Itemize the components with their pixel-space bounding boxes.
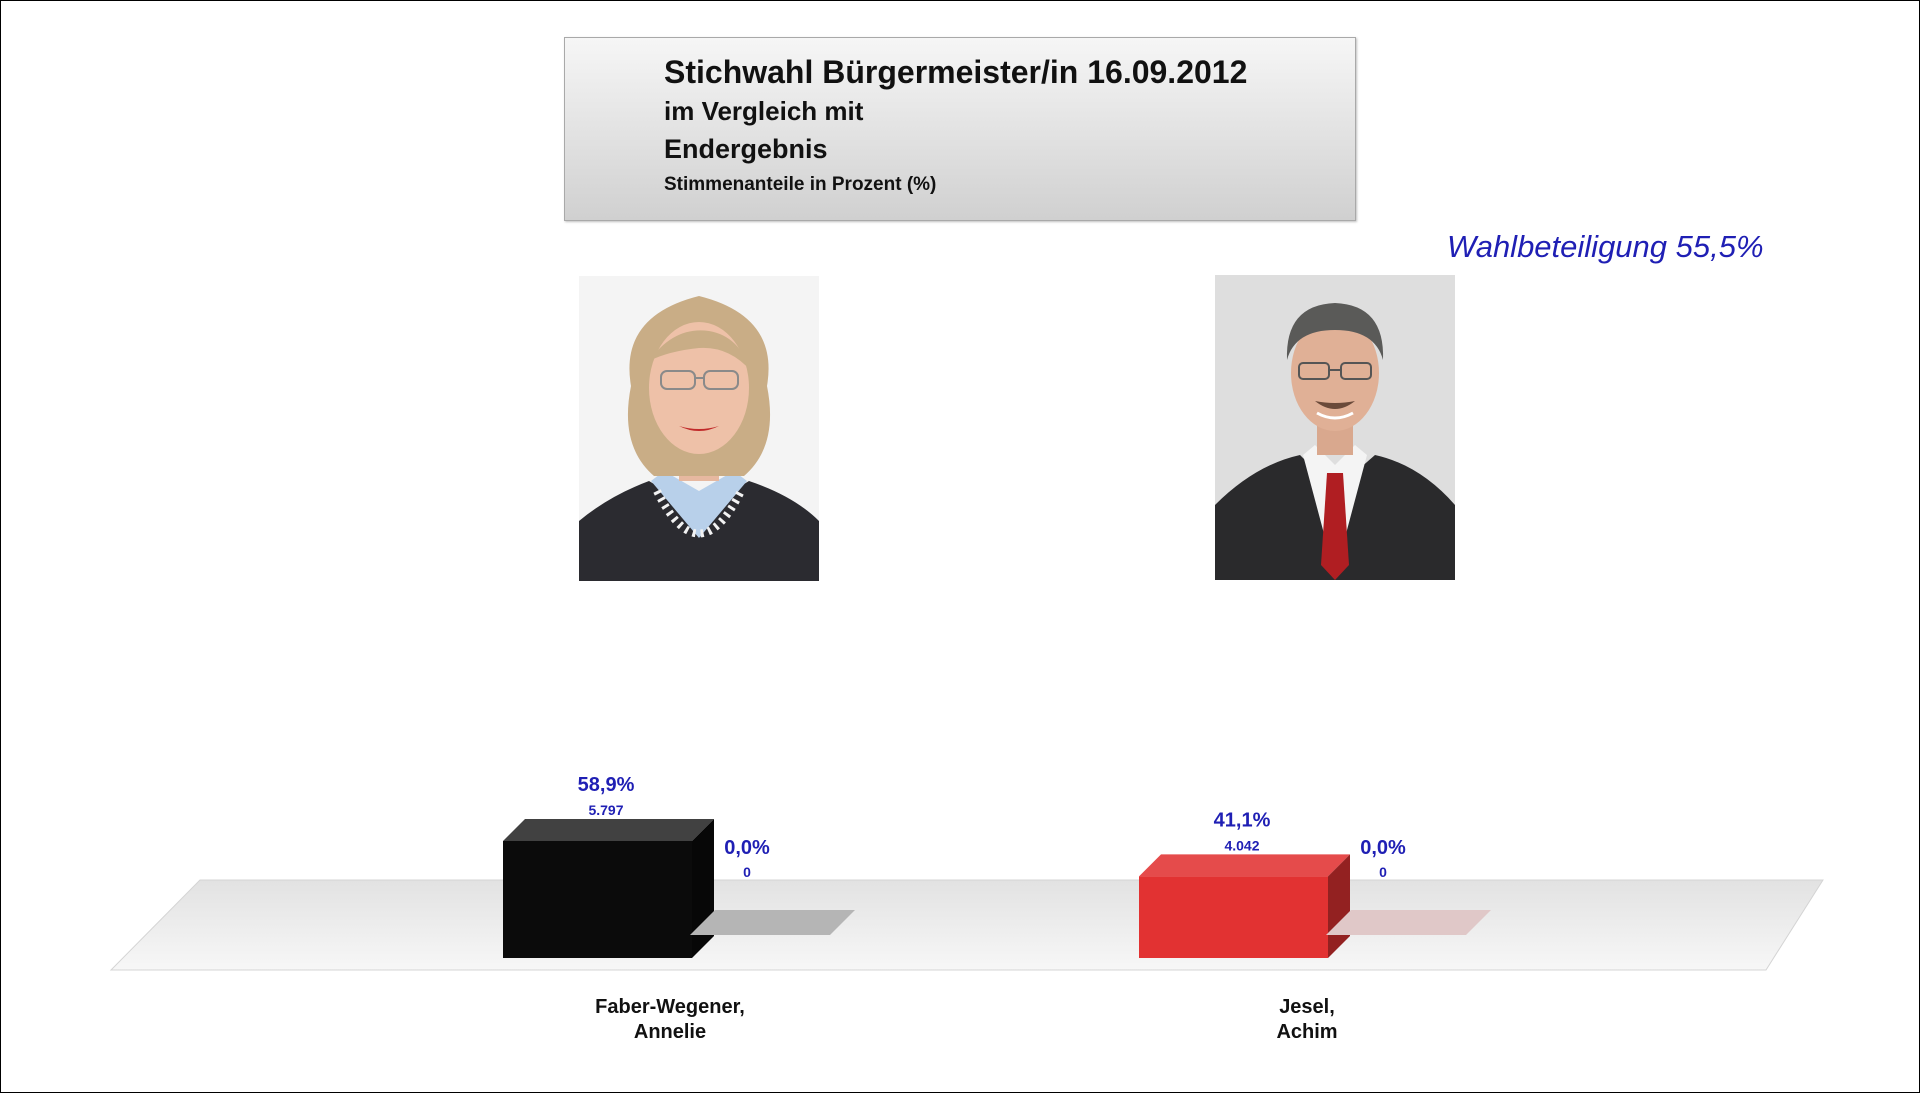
- candidate-name-line1: Jesel,: [1279, 996, 1335, 1018]
- candidate-name-line2: Achim: [1276, 1021, 1338, 1043]
- bar-jesel: [1139, 876, 1328, 958]
- comparison-count-label-jesel: 0: [1379, 864, 1387, 880]
- comparison-bar-jesel: [1326, 910, 1491, 935]
- candidate-photo-faber-wegener: [579, 276, 819, 581]
- candidate-name-jesel: Jesel, Achim: [1177, 995, 1437, 1045]
- chart-title: Stichwahl Bürgermeister/in 16.09.2012: [664, 54, 1248, 90]
- bar-faber-wegener: [503, 841, 692, 958]
- title-box: Stichwahl Bürgermeister/in 16.09.2012 im…: [564, 37, 1356, 221]
- bar-top-faber-wegener: [503, 819, 714, 841]
- chart-floor: [109, 879, 1824, 971]
- comparison-value-label-jesel: 0,0%: [1360, 837, 1406, 859]
- candidate-name-line2: Annelie: [633, 1021, 707, 1043]
- candidate-name-faber-wegener: Faber-Wegener, Annelie: [540, 995, 800, 1045]
- bar-top-jesel: [1139, 854, 1350, 877]
- count-label-faber-wegener: 5.797: [588, 802, 623, 818]
- turnout-label: Wahlbeteiligung 55,5%: [1447, 229, 1764, 264]
- comparison-bar-faber-wegener: [690, 910, 855, 935]
- value-label-jesel: 41,1%: [1214, 809, 1271, 831]
- chart-unit-note: Stimmenanteile in Prozent (%): [664, 174, 937, 195]
- value-label-faber-wegener: 58,9%: [578, 774, 635, 796]
- comparison-value-label-faber-wegener: 0,0%: [724, 837, 770, 859]
- candidate-name-line1: Faber-Wegener,: [595, 996, 745, 1018]
- count-label-jesel: 4.042: [1224, 837, 1259, 853]
- chart-subtitle: im Vergleich mit: [664, 96, 864, 126]
- comparison-count-label-faber-wegener: 0: [743, 864, 751, 880]
- bar-side-faber-wegener: [692, 819, 714, 958]
- chart-subtitle-result: Endergebnis: [664, 134, 828, 164]
- candidate-photo-jesel: [1215, 275, 1455, 580]
